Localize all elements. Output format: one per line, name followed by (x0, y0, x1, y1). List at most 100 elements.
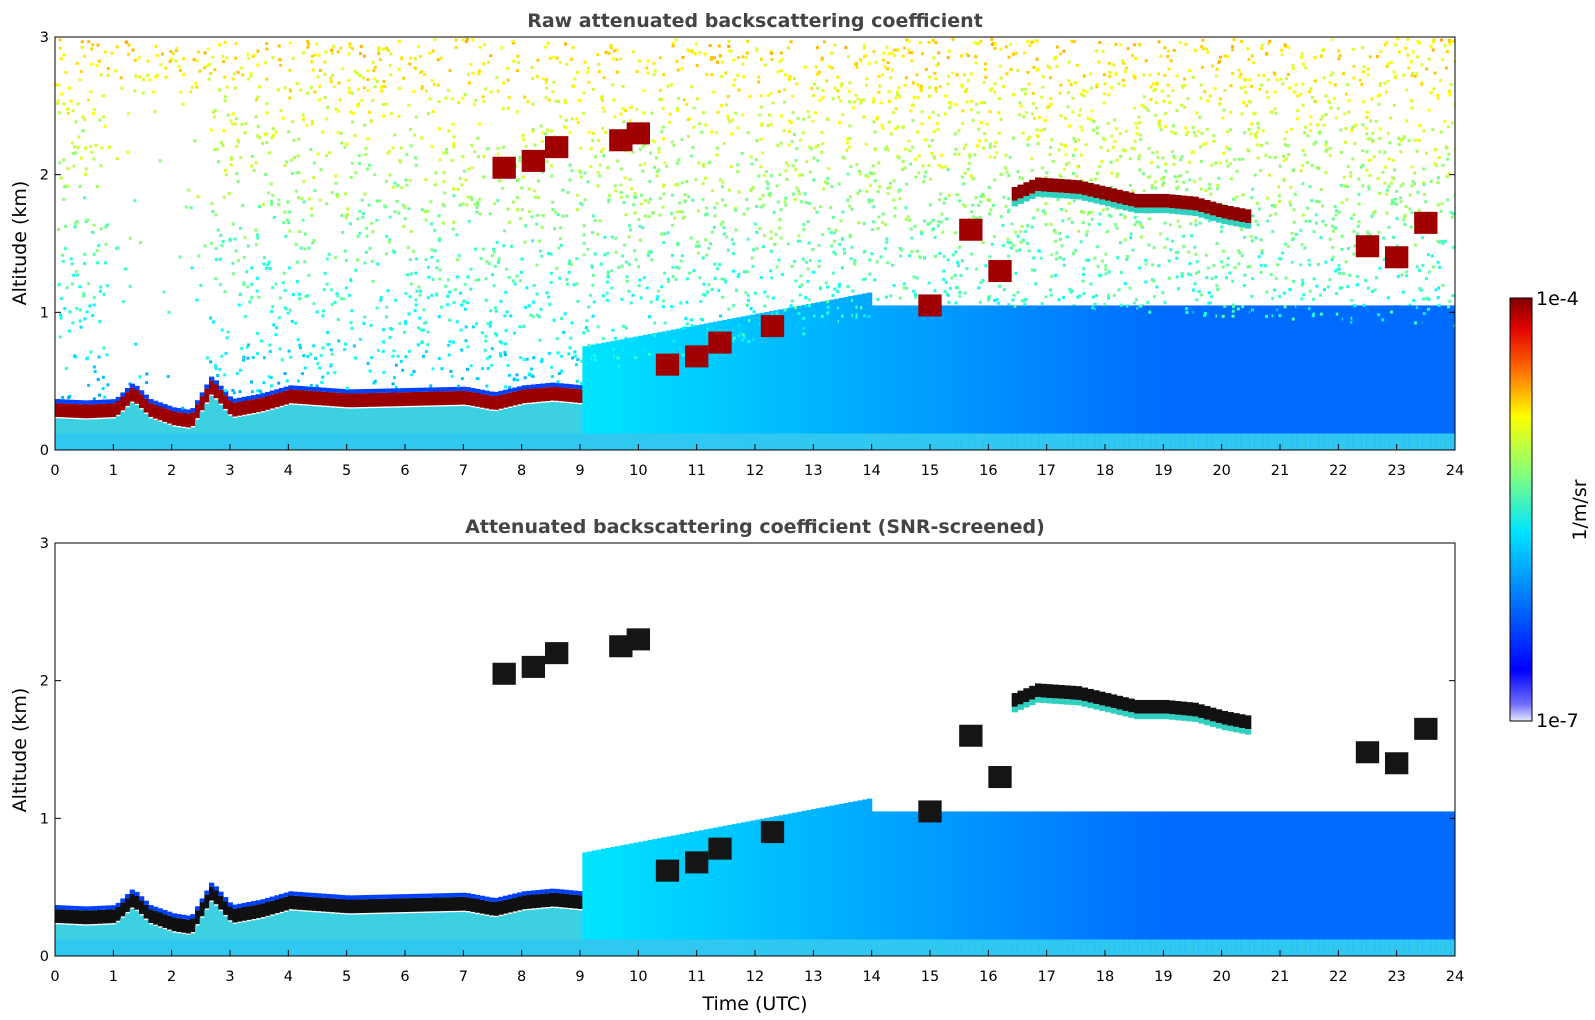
aerosol-cell (1319, 305, 1325, 450)
noise-speckle (1080, 179, 1084, 183)
noise-speckle (864, 54, 868, 58)
noise-speckle (1385, 188, 1389, 192)
noise-speckle (1023, 92, 1027, 96)
noise-speckle (386, 151, 390, 155)
noise-speckle (294, 189, 298, 193)
noise-speckle (1210, 277, 1214, 281)
noise-speckle (253, 53, 257, 57)
noise-speckle (616, 70, 620, 74)
noise-speckle (209, 241, 213, 245)
noise-speckle (80, 40, 84, 44)
ground-cell (820, 433, 826, 450)
noise-speckle (683, 215, 687, 219)
noise-speckle (1231, 305, 1235, 309)
noise-speckle (939, 220, 943, 224)
noise-speckle (1271, 229, 1275, 233)
noise-speckle (1371, 140, 1375, 144)
noise-speckle (1090, 217, 1094, 221)
aerosol-cell (139, 409, 145, 450)
noise-speckle (389, 112, 393, 116)
noise-speckle (321, 375, 325, 379)
boundary-layer-edge (73, 399, 79, 405)
noise-speckle (1102, 73, 1106, 77)
noise-speckle (811, 119, 815, 123)
noise-speckle (358, 231, 362, 235)
aerosol-cell (923, 305, 929, 450)
noise-speckle (676, 161, 680, 165)
noise-speckle (1243, 235, 1247, 239)
noise-speckle (1407, 66, 1411, 70)
noise-speckle (240, 346, 244, 350)
noise-speckle (1395, 244, 1399, 248)
noise-speckle (906, 215, 910, 219)
boundary-layer-cell (209, 380, 215, 395)
aerosol-cell (227, 415, 233, 450)
ground-cell (1380, 433, 1386, 450)
cloud-layer-base (1134, 207, 1141, 214)
noise-speckle (705, 72, 709, 76)
boundary-layer-cell (176, 412, 182, 426)
aerosol-cell (1184, 305, 1190, 450)
ground-cell (521, 433, 527, 450)
noise-speckle (1447, 90, 1451, 94)
noise-speckle (791, 94, 795, 98)
noise-speckle (837, 285, 841, 289)
noise-speckle (545, 86, 549, 90)
noise-speckle (412, 249, 416, 253)
noise-speckle (864, 142, 868, 146)
noise-speckle (1340, 150, 1344, 154)
noise-speckle (1091, 306, 1095, 310)
noise-speckle (506, 66, 510, 70)
ground-cell (717, 433, 723, 450)
noise-speckle (297, 171, 301, 175)
noise-speckle (816, 86, 820, 90)
noise-speckle (770, 57, 774, 61)
noise-speckle (619, 112, 623, 116)
noise-speckle (452, 135, 456, 139)
noise-speckle (778, 173, 782, 177)
ground-cell (1072, 433, 1078, 450)
noise-speckle (1310, 199, 1314, 203)
ground-cell (1301, 433, 1307, 450)
aerosol-cell (1282, 305, 1288, 450)
cloud-layer-cell (1116, 189, 1123, 204)
noise-speckle (1053, 230, 1057, 234)
noise-speckle (73, 221, 77, 225)
noise-speckle (643, 162, 647, 166)
noise-speckle (1078, 108, 1082, 112)
noise-speckle (356, 258, 360, 262)
noise-speckle (402, 76, 406, 80)
noise-speckle (506, 363, 510, 367)
noise-speckle (442, 204, 446, 208)
noise-speckle (1257, 207, 1261, 211)
noise-speckle (1105, 207, 1109, 211)
boundary-layer-edge (190, 408, 196, 413)
noise-speckle (1250, 54, 1254, 58)
noise-speckle (1160, 177, 1164, 181)
cloud-layer-cell (1081, 181, 1088, 196)
noise-speckle (916, 83, 920, 87)
noise-speckle (393, 133, 397, 137)
boundary-layer-edge (55, 399, 61, 404)
noise-speckle (1032, 102, 1036, 106)
noise-speckle (912, 95, 916, 99)
x-tick-label: 20 (1212, 463, 1230, 479)
ground-cell (218, 433, 224, 450)
noise-speckle (655, 174, 659, 178)
noise-speckle (430, 222, 434, 226)
noise-speckle (378, 58, 382, 62)
noise-speckle (102, 94, 106, 98)
ground-cell (582, 433, 588, 450)
noise-speckle (438, 268, 442, 272)
noise-speckle (350, 326, 354, 330)
noise-speckle (1306, 134, 1310, 138)
noise-speckle (1339, 184, 1343, 188)
noise-speckle (62, 158, 66, 162)
noise-speckle (1156, 155, 1160, 159)
ground-cell (1389, 433, 1395, 450)
noise-speckle (1265, 90, 1269, 94)
noise-speckle (314, 356, 318, 360)
noise-speckle (559, 226, 563, 230)
noise-speckle (1002, 288, 1006, 292)
noise-speckle (670, 140, 674, 144)
